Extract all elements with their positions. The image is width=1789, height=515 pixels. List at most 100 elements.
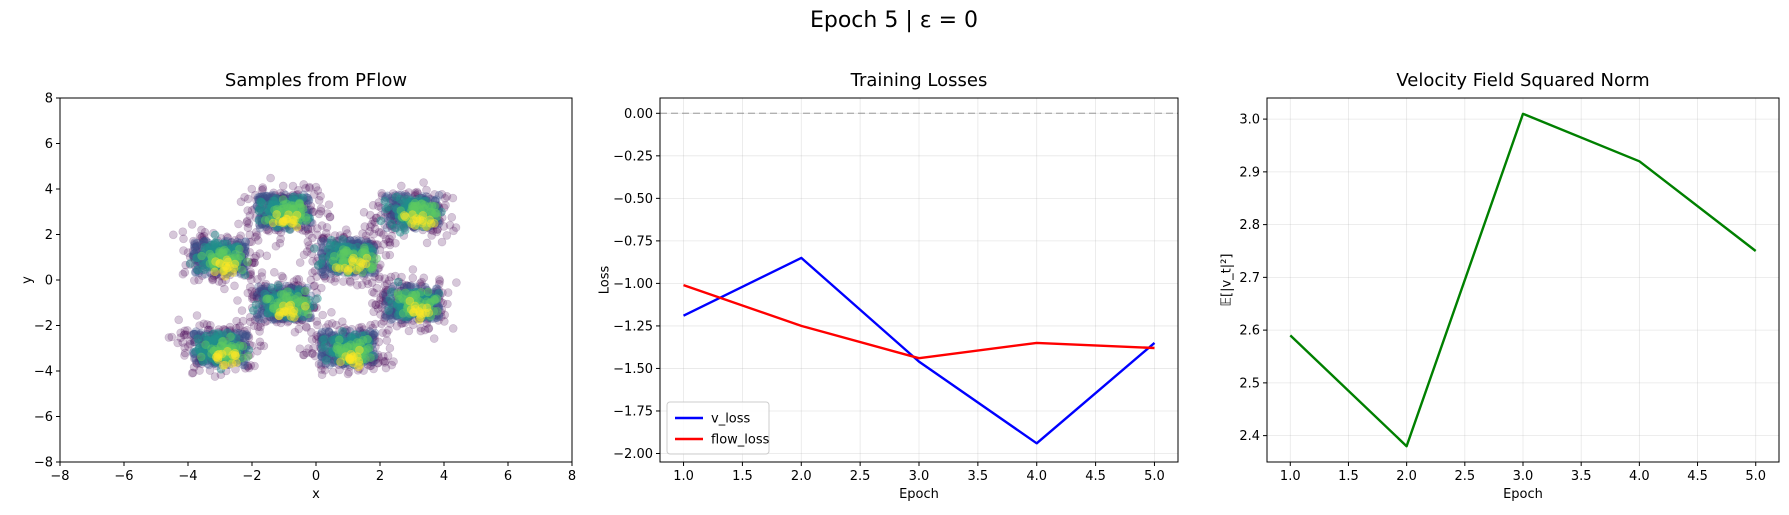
scatter-point <box>196 240 205 249</box>
scatter-point <box>213 252 223 262</box>
scatter-point <box>226 256 235 266</box>
scatter-point <box>198 243 207 252</box>
scatter-point <box>309 207 318 217</box>
scatter-point <box>214 248 223 257</box>
scatter-point <box>223 263 232 273</box>
scatter-point <box>217 253 226 263</box>
scatter-point <box>235 234 244 243</box>
scatter-point <box>215 261 224 271</box>
scatter-point <box>217 262 226 272</box>
scatter-point <box>228 244 238 253</box>
scatter-point <box>215 252 224 261</box>
scatter-point <box>225 258 234 268</box>
scatter-point <box>334 335 344 345</box>
scatter-point <box>198 250 208 259</box>
scatter-point <box>236 251 246 261</box>
scatter-point <box>251 190 260 200</box>
scatter-point <box>202 237 211 246</box>
scatter-point <box>305 182 314 192</box>
scatter-point <box>207 249 216 259</box>
scatter-point <box>219 261 229 271</box>
scatter-point <box>218 258 228 268</box>
scatter-point <box>245 247 254 257</box>
scatter-point <box>185 252 195 262</box>
scatter-point <box>216 256 226 265</box>
scatter-point <box>193 265 202 275</box>
scatter-point <box>223 246 232 256</box>
scatter-point <box>250 258 259 268</box>
scatter-point <box>447 213 457 222</box>
scatter-point <box>226 257 236 266</box>
scatter-point <box>180 343 189 352</box>
scatter-point <box>192 242 201 251</box>
scatter-point <box>399 198 409 207</box>
scatter-point <box>227 257 236 267</box>
scatter-point <box>233 256 243 266</box>
scatter-point <box>197 251 206 261</box>
x-tick-label: 4 <box>440 469 448 484</box>
scatter-point <box>215 244 225 254</box>
scatter-point <box>189 251 198 260</box>
scatter-point <box>245 237 254 247</box>
scatter-point <box>299 180 309 189</box>
scatter-point <box>207 258 217 268</box>
scatter-point <box>335 264 344 273</box>
scatter-point <box>324 200 334 209</box>
scatter-point <box>194 257 203 267</box>
scatter-point <box>216 265 225 274</box>
scatter-point <box>216 234 226 243</box>
y-tick-label: −8 <box>34 456 53 471</box>
y-tick-label: −1.00 <box>613 277 653 292</box>
scatter-point <box>208 256 217 266</box>
scatter-point <box>259 207 269 216</box>
scatter-point <box>236 268 245 277</box>
scatter-point <box>224 267 234 276</box>
scatter-point <box>221 271 230 281</box>
scatter-point <box>416 323 426 333</box>
scatter-point <box>218 249 228 258</box>
scatter-point <box>210 263 220 272</box>
scatter-point <box>201 340 210 350</box>
scatter-point <box>180 267 190 277</box>
scatter-point <box>190 238 199 247</box>
scatter-point <box>255 249 265 258</box>
scatter-point <box>206 257 215 266</box>
scatter-point <box>235 238 245 248</box>
scatter-point <box>209 249 218 259</box>
scatter-point <box>194 275 203 285</box>
scatter-point <box>194 248 204 257</box>
scatter-point <box>262 251 272 261</box>
scatter-point <box>225 250 234 260</box>
scatter-point <box>305 183 314 193</box>
scatter-point <box>218 267 228 276</box>
scatter-point <box>257 195 267 205</box>
scatter-point <box>424 323 434 333</box>
scatter-point <box>242 261 251 271</box>
scatter-point <box>422 303 432 313</box>
scatter-point <box>384 306 394 315</box>
scatter-point <box>216 242 226 252</box>
scatter-point <box>222 244 231 253</box>
scatter-point <box>248 258 257 267</box>
scatter-point <box>306 224 316 234</box>
scatter-point <box>238 341 248 351</box>
legend-flow-loss-label: flow_loss <box>711 433 770 448</box>
scatter-point <box>210 245 220 255</box>
scatter-point <box>214 251 223 261</box>
scatter-point <box>291 214 301 223</box>
scatter-point <box>240 248 250 258</box>
scatter-point <box>227 247 237 256</box>
scatter-point <box>218 248 227 258</box>
scatter-point <box>198 260 207 270</box>
scatter-point <box>451 223 461 232</box>
scatter-point <box>190 276 199 285</box>
scatter-point <box>240 242 250 252</box>
scatter-point <box>222 247 231 257</box>
scatter-point <box>224 251 234 261</box>
y-tick-label: −0.75 <box>613 234 653 249</box>
x-tick-label: 4.5 <box>1687 469 1708 484</box>
scatter-point <box>228 256 237 266</box>
y-tick-label: 0 <box>45 274 53 289</box>
scatter-point <box>227 238 236 247</box>
scatter-point <box>244 271 253 281</box>
